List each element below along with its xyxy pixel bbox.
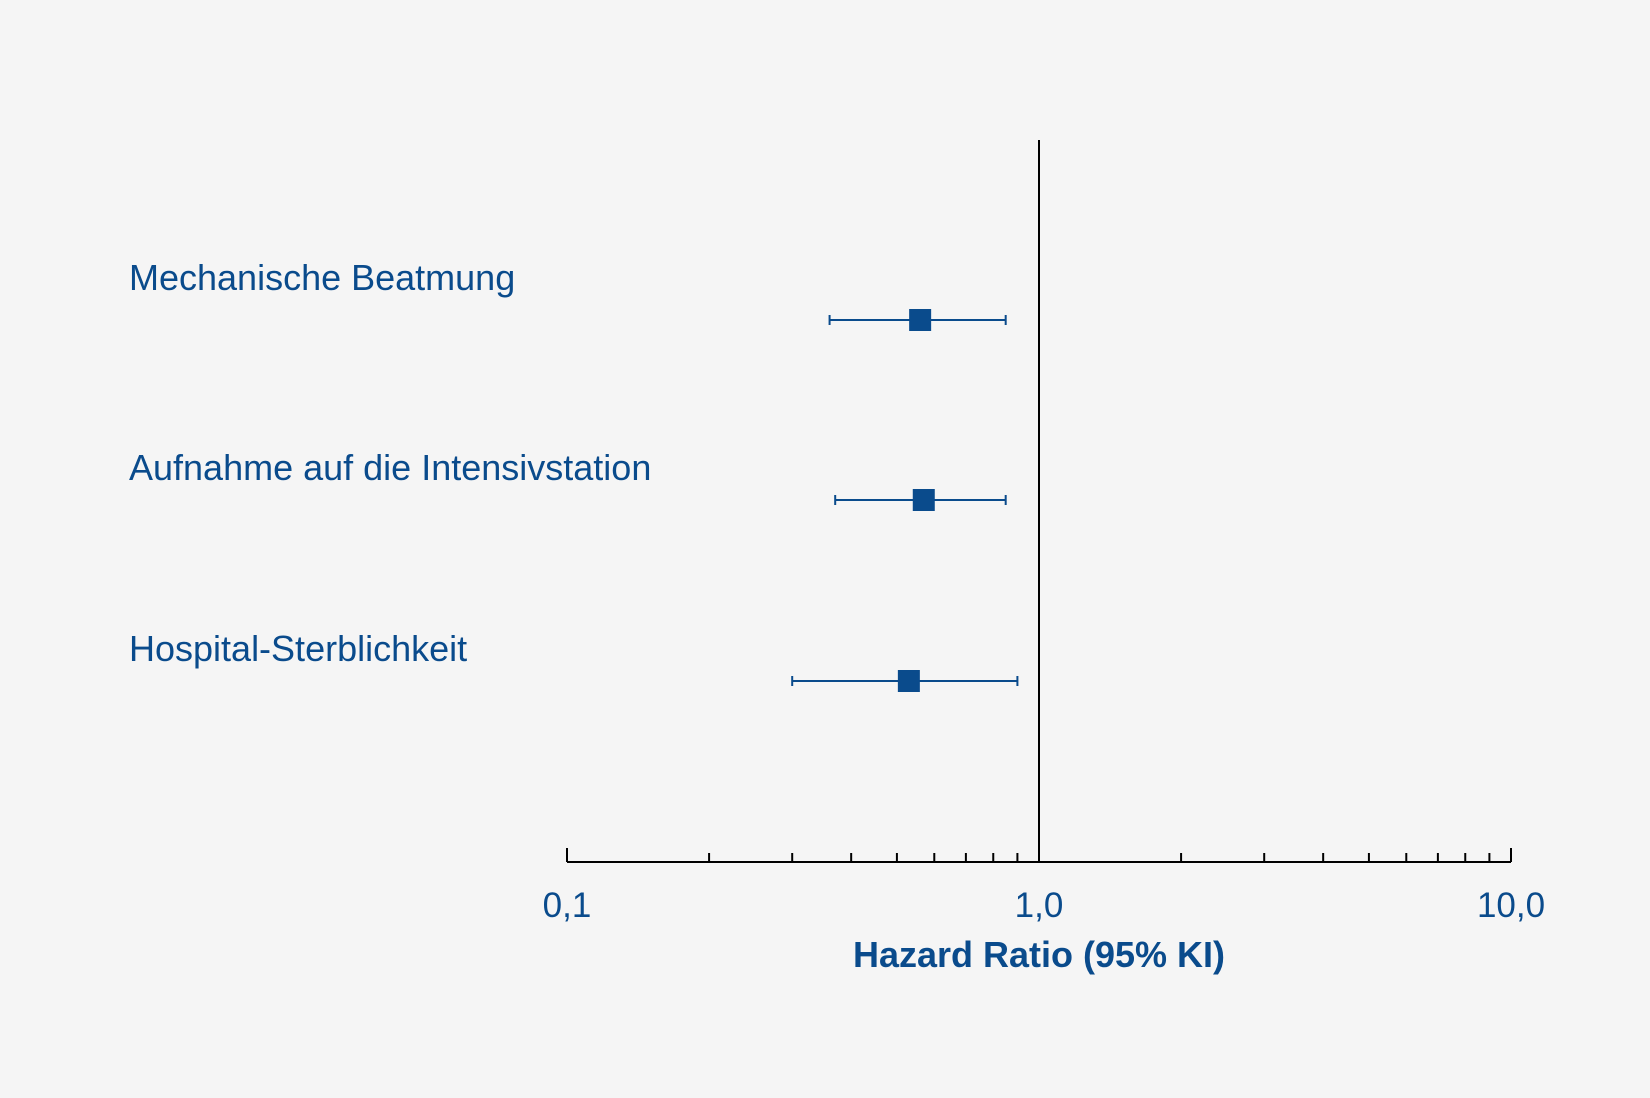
x-axis-tick-labels: 0,1 1,0 10,0 [543,886,1545,925]
hr-marker [912,489,935,511]
x-tick-label: 1,0 [1015,886,1064,925]
row-label: Aufnahme auf die Intensivstation [129,447,651,488]
x-tick-label: 10,0 [1477,886,1545,925]
hr-marker [897,670,920,692]
x-tick-label: 0,1 [543,886,592,925]
x-axis-ticks [566,848,1512,862]
forest-row: Aufnahme auf die Intensivstation [129,447,1007,511]
forest-row: Mechanische Beatmung [129,257,1007,331]
hr-marker [909,309,932,331]
x-axis-title: Hazard Ratio (95% KI) [853,934,1225,975]
forest-rows: Mechanische Beatmung Aufnahme auf die Int… [129,257,1019,692]
row-label: Mechanische Beatmung [129,257,515,298]
row-label: Hospital-Sterblichkeit [129,628,467,669]
forest-row: Hospital-Sterblichkeit [129,628,1019,692]
